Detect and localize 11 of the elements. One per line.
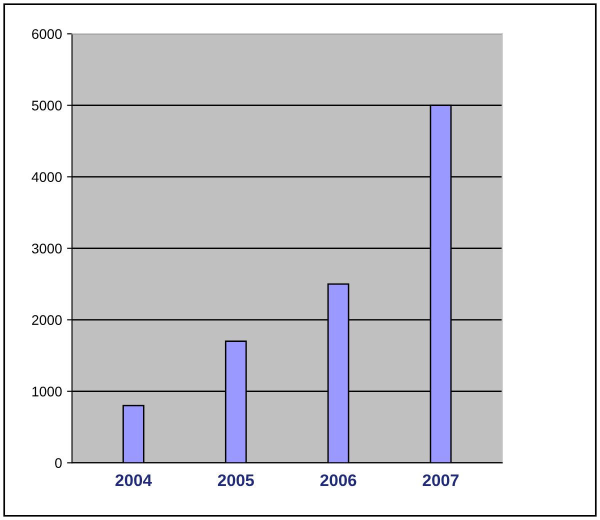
y-tick-label: 0: [55, 458, 62, 468]
x-tick-label: 2004: [116, 474, 152, 486]
y-tick-label: 4000: [32, 172, 62, 182]
x-tick-label: 2005: [218, 474, 254, 486]
x-tick-label: 2006: [320, 474, 356, 486]
y-tick-label: 2000: [32, 315, 62, 325]
y-tick-label: 5000: [32, 100, 62, 110]
y-tick-label: 6000: [32, 29, 62, 39]
y-tick-label: 3000: [32, 244, 62, 254]
x-tick-label: 2007: [422, 474, 459, 486]
y-tick-label: 1000: [32, 386, 62, 396]
